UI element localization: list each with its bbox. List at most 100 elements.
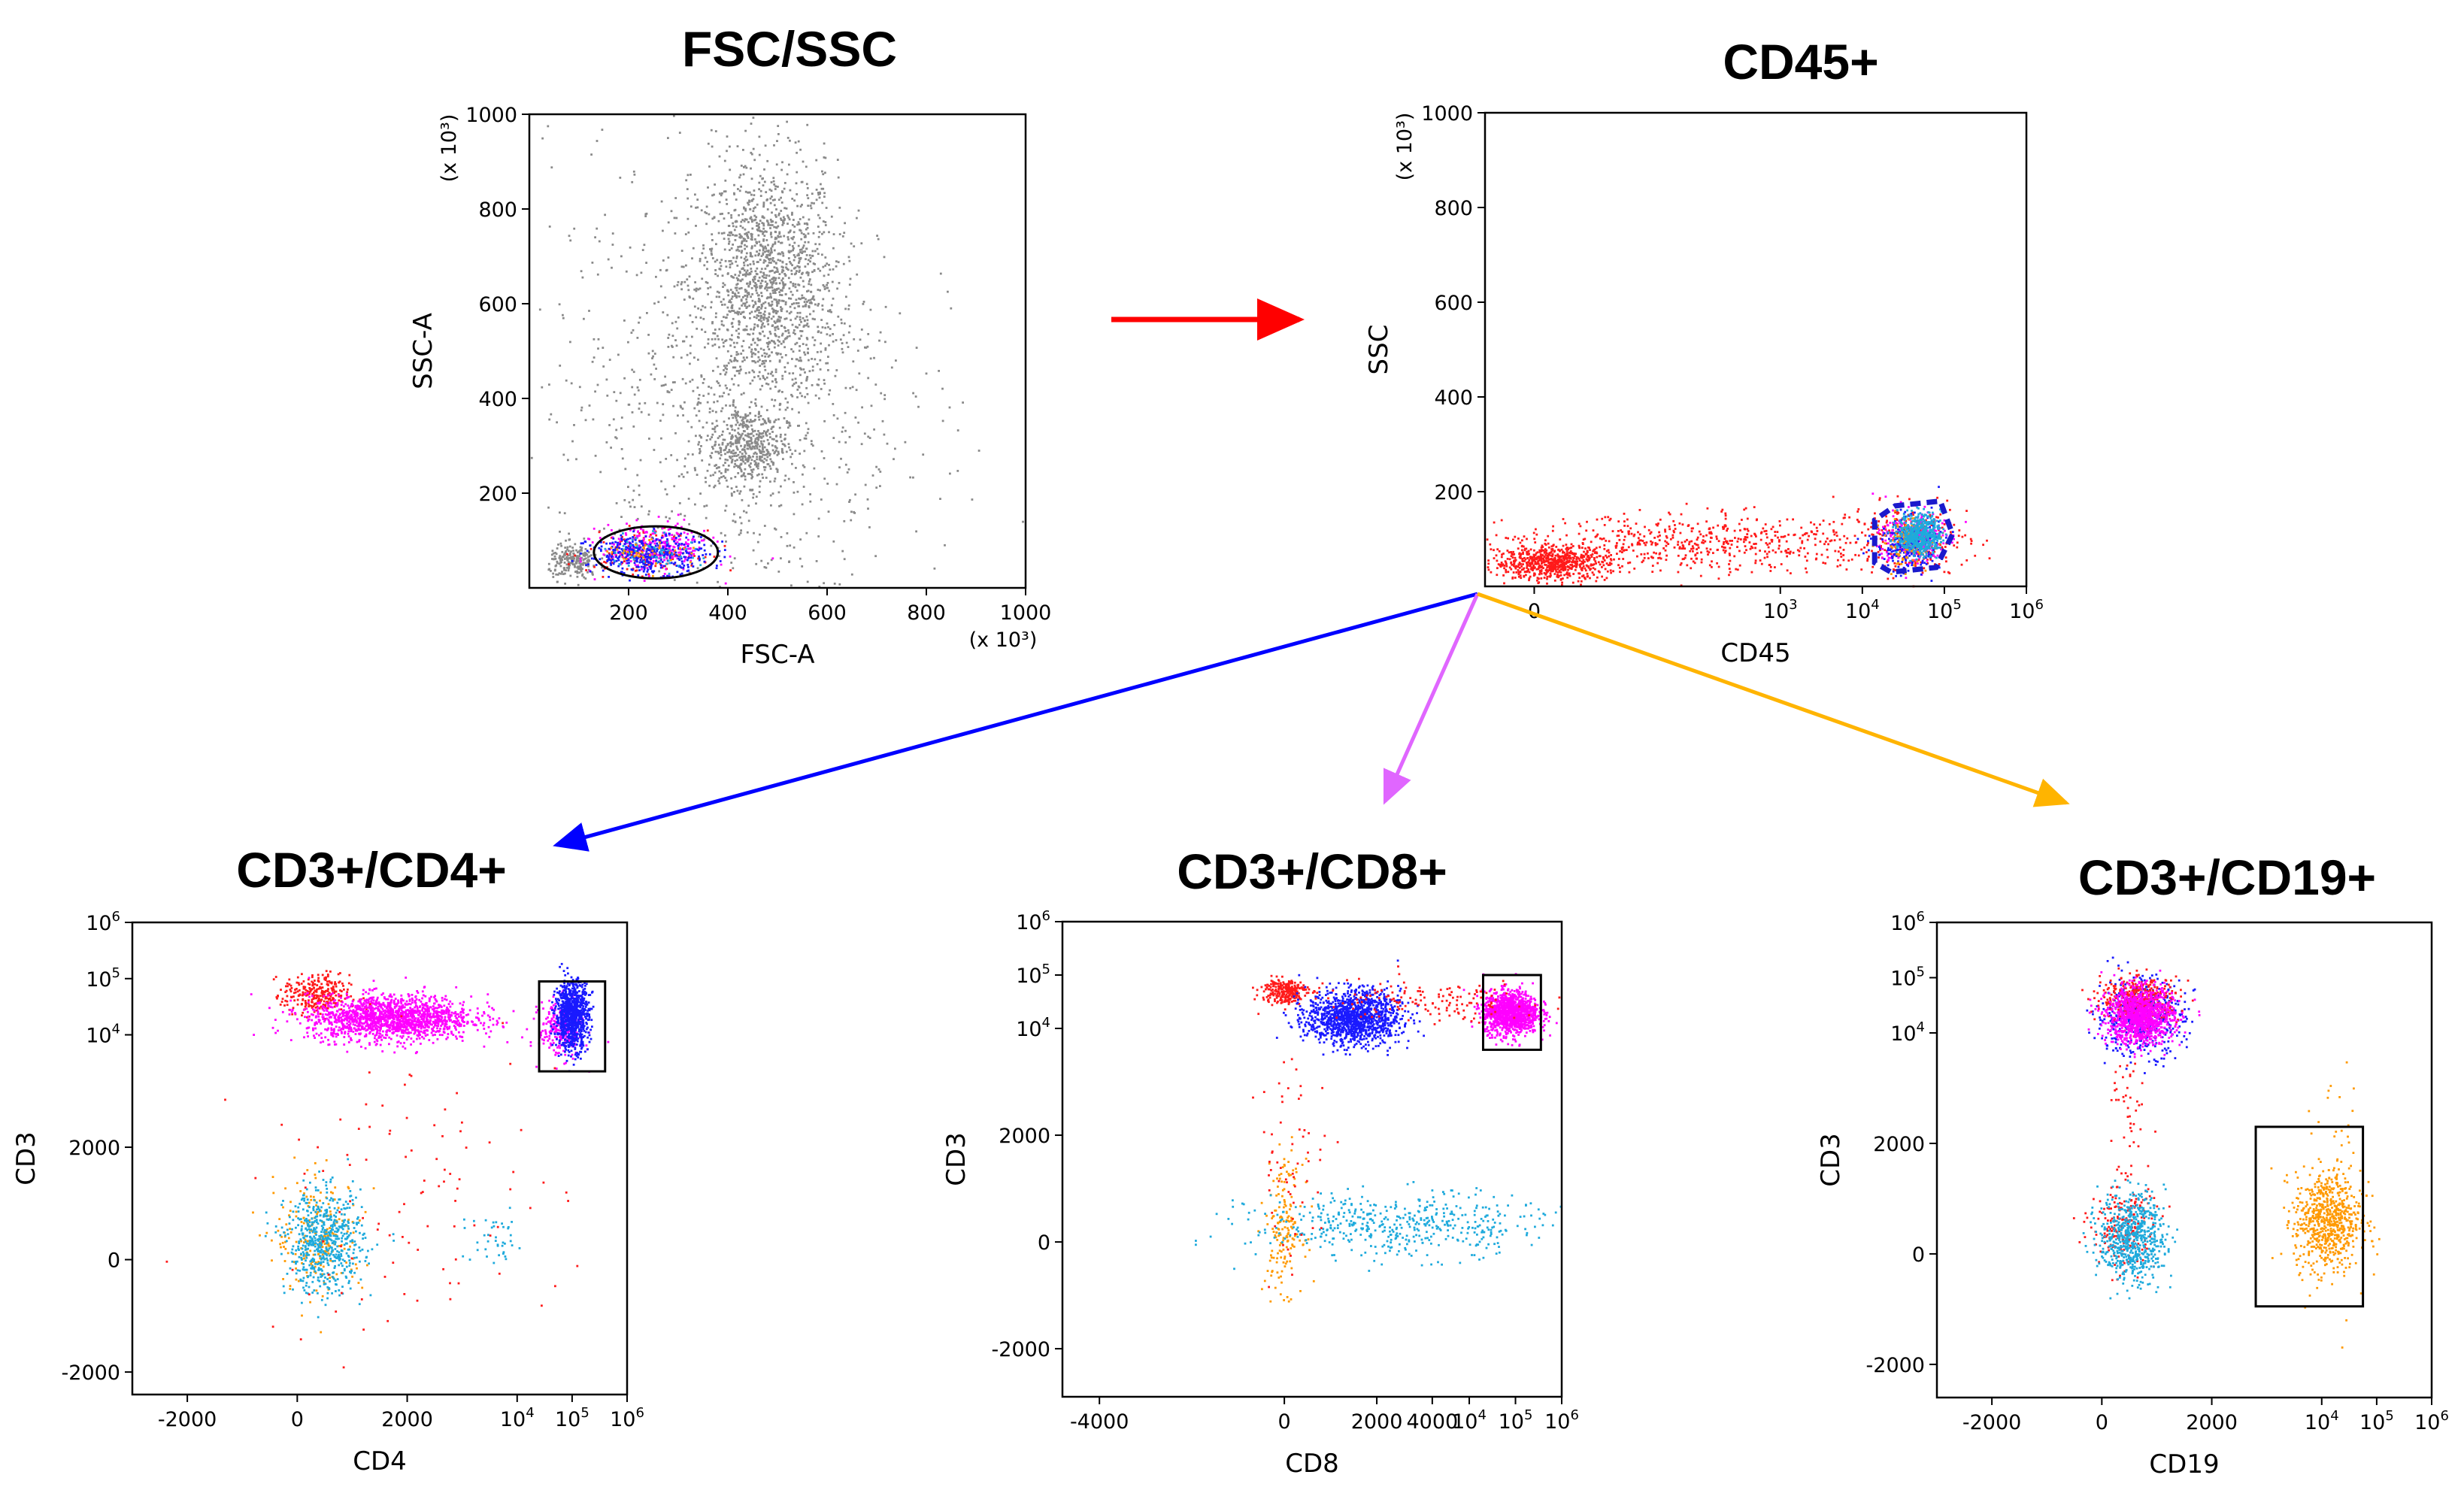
event-point-gray: [776, 326, 779, 328]
event-point-orange: [655, 562, 657, 565]
event-point-gray: [799, 249, 802, 251]
event-point-gray: [803, 351, 805, 354]
event-point-gray: [774, 450, 777, 452]
event-point-gray: [733, 491, 735, 493]
event-point-gray: [732, 567, 735, 570]
event-point-gray: [747, 292, 750, 294]
event-point-red: [632, 568, 635, 570]
event-point-red: [1564, 554, 1567, 557]
event-point-red: [1584, 560, 1586, 563]
event-point-gray: [758, 181, 761, 184]
event-point-red: [1775, 551, 1777, 554]
event-point-red: [1799, 537, 1802, 540]
event-point-red: [1553, 568, 1555, 571]
event-point-red: [1525, 547, 1528, 550]
event-point-red: [1849, 541, 1852, 544]
event-point-magenta: [605, 549, 608, 552]
event-point-gray: [583, 576, 586, 579]
event-point-red: [1559, 556, 1562, 559]
event-point-blue: [703, 549, 706, 552]
event-point-red: [673, 553, 676, 556]
event-point-gray: [769, 458, 772, 461]
event-point-gray: [796, 270, 798, 272]
event-point-gray: [759, 359, 761, 362]
event-point-gray: [714, 130, 717, 132]
event-point-gray: [770, 189, 773, 192]
event-point-gray: [773, 204, 776, 207]
event-point-gray: [581, 553, 584, 555]
event-point-gray: [724, 459, 727, 461]
event-point-blue: [639, 546, 642, 549]
event-point-gray: [783, 444, 786, 447]
event-point-gray: [814, 339, 817, 341]
event-point-gray: [738, 424, 741, 426]
event-point-gray: [708, 410, 711, 413]
event-point-gray: [804, 234, 807, 237]
event-point-gray: [580, 409, 583, 412]
event-point-magenta: [666, 547, 669, 550]
event-point-gray: [682, 265, 685, 268]
event-point-red: [602, 541, 605, 544]
event-point-blue: [697, 549, 700, 552]
event-point-magenta: [648, 553, 651, 556]
event-point-red: [1621, 551, 1623, 553]
event-point-red: [1711, 565, 1713, 568]
event-point-gray: [714, 450, 717, 453]
event-point-gray: [771, 351, 773, 354]
event-point-blue: [656, 550, 659, 553]
event-point-gray: [801, 297, 804, 299]
event-point-red: [1726, 527, 1729, 530]
event-point-gray: [765, 256, 768, 259]
event-point-gray: [758, 319, 761, 322]
event-point-red: [1579, 565, 1581, 568]
event-point-gray: [704, 346, 706, 349]
event-point-blue: [616, 544, 619, 547]
event-point-blue: [612, 552, 615, 555]
event-point-gray: [738, 433, 741, 436]
event-point-red: [1533, 566, 1536, 569]
event-point-gray: [723, 238, 726, 240]
event-point-gray: [737, 313, 740, 316]
event-point-orange: [642, 556, 644, 559]
event-point-gray: [750, 401, 753, 404]
event-point-magenta: [656, 538, 659, 541]
event-point-red: [1533, 538, 1536, 541]
event-point-red: [662, 551, 665, 554]
event-point-red: [1556, 575, 1559, 578]
event-point-gray: [750, 167, 752, 170]
event-point-gray: [771, 380, 774, 383]
event-point-gray: [780, 306, 782, 308]
event-point-gray: [771, 303, 774, 306]
event-point-gray: [726, 424, 729, 426]
event-point-gray: [557, 544, 559, 546]
event-point-gray: [735, 260, 738, 263]
event-point-gray: [717, 338, 720, 341]
event-point-gray: [767, 343, 770, 346]
event-point-gray: [738, 332, 741, 335]
event-point-red: [1833, 539, 1836, 542]
event-point-red: [1683, 558, 1685, 560]
event-point-gray: [757, 436, 760, 439]
event-point-red: [1555, 571, 1558, 573]
event-point-blue: [599, 548, 602, 551]
event-point-gray: [777, 125, 780, 127]
event-point-gray: [760, 442, 763, 445]
event-point-red: [1520, 568, 1523, 571]
event-point-gray: [538, 308, 541, 311]
event-point-red: [1535, 562, 1538, 565]
event-point-gray: [752, 352, 755, 355]
event-point-gray: [796, 341, 799, 344]
event-point-gray: [781, 451, 784, 454]
event-point-red: [1508, 551, 1511, 554]
event-point-gray: [778, 341, 781, 343]
event-point-gray: [561, 571, 563, 573]
event-point-red: [1500, 556, 1503, 559]
event-point-gray: [778, 273, 781, 275]
event-point-magenta: [652, 560, 655, 562]
event-point-gray: [574, 565, 576, 568]
event-point-gray: [746, 356, 748, 359]
event-point-gray: [741, 360, 744, 363]
event-point-gray: [759, 347, 762, 350]
event-point-gray: [568, 235, 571, 238]
event-point-gray: [749, 412, 751, 415]
